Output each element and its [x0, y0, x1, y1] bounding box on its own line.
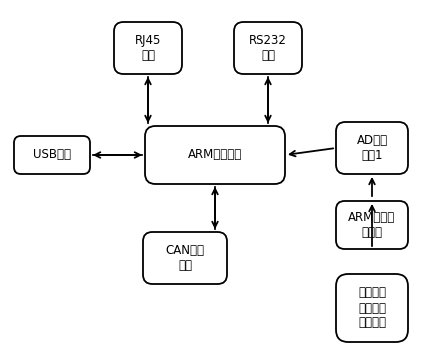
Text: 操作员运
动意图检
测传感器: 操作员运 动意图检 测传感器: [357, 287, 385, 329]
FancyBboxPatch shape: [14, 136, 90, 174]
FancyBboxPatch shape: [144, 126, 284, 184]
Text: CAN总线
接口: CAN总线 接口: [165, 244, 204, 272]
FancyBboxPatch shape: [335, 122, 407, 174]
FancyBboxPatch shape: [335, 274, 407, 342]
Text: ARM信号调
理模块: ARM信号调 理模块: [347, 211, 395, 239]
Text: RS232
出口: RS232 出口: [249, 34, 286, 62]
Text: ARM微处理器: ARM微处理器: [187, 148, 242, 161]
FancyBboxPatch shape: [114, 22, 181, 74]
FancyBboxPatch shape: [143, 232, 227, 284]
Text: RJ45
网口: RJ45 网口: [135, 34, 161, 62]
FancyBboxPatch shape: [335, 201, 407, 249]
Text: AD输入
接口1: AD输入 接口1: [356, 134, 387, 162]
Text: USB接口: USB接口: [33, 148, 71, 161]
FancyBboxPatch shape: [233, 22, 301, 74]
